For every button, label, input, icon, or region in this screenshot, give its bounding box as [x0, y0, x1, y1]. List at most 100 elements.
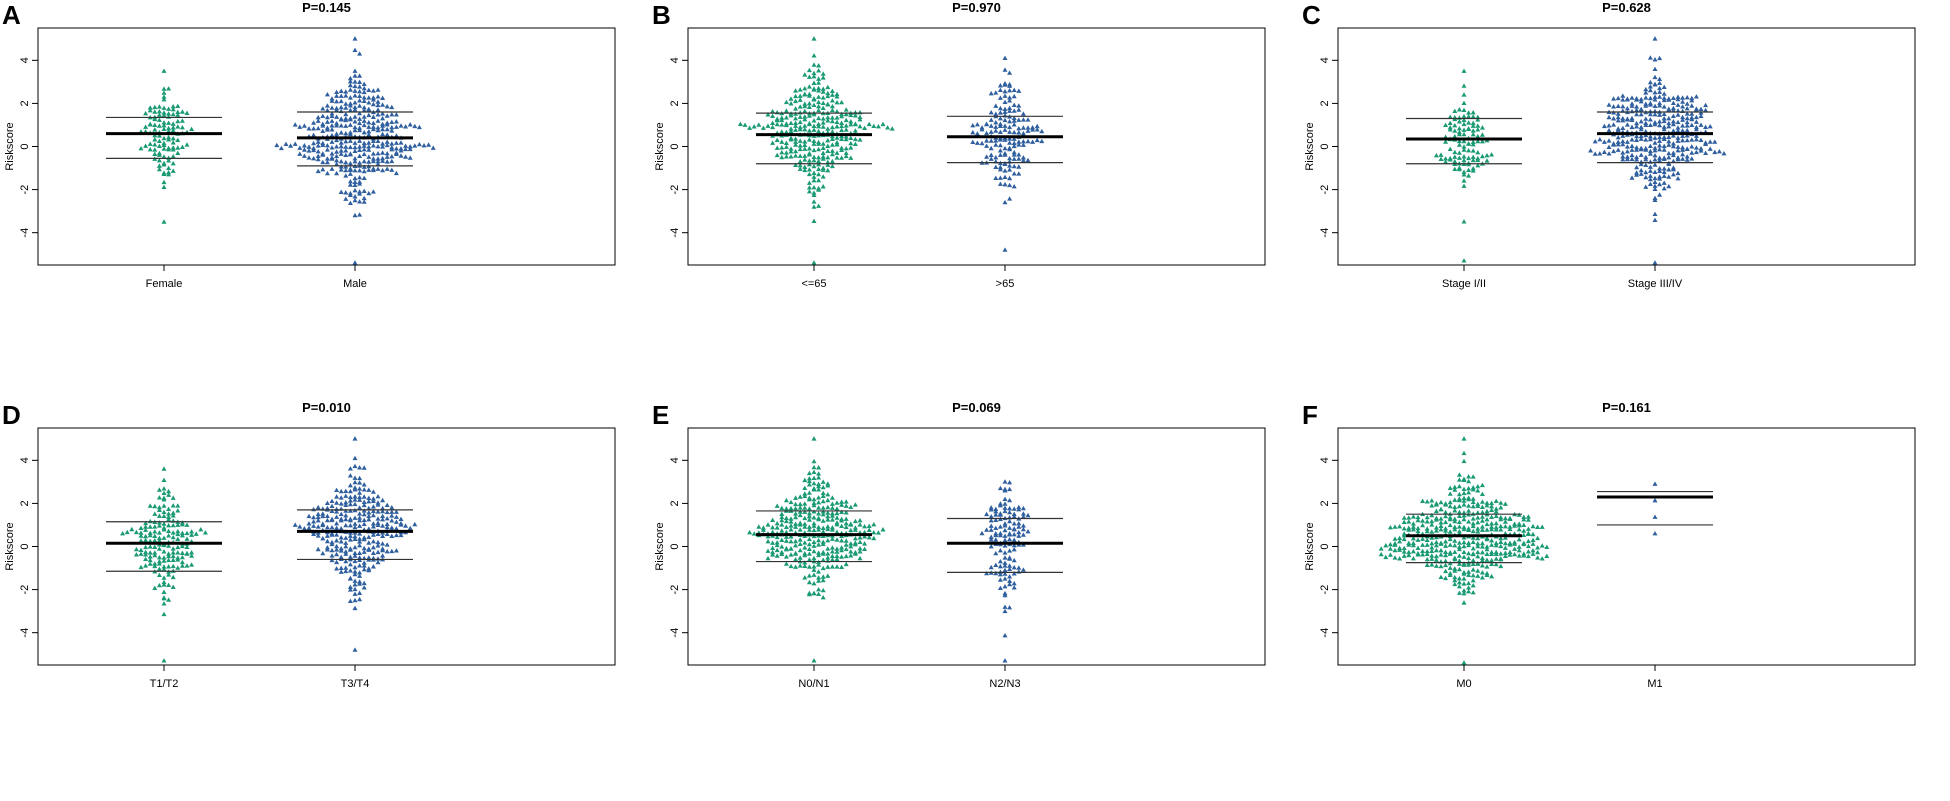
data-point: [347, 523, 353, 528]
data-point: [839, 113, 845, 119]
data-point: [1693, 133, 1699, 138]
data-point: [1447, 536, 1453, 542]
data-point: [806, 557, 812, 562]
data-point: [829, 129, 835, 134]
data-point: [843, 153, 849, 159]
data-point: [393, 146, 399, 151]
data-point: [811, 543, 817, 548]
data-point: [315, 125, 321, 131]
data-point: [1535, 535, 1541, 541]
data-point: [352, 140, 358, 145]
data-point: [825, 154, 831, 160]
data-point: [1661, 95, 1667, 100]
data-point: [779, 511, 785, 516]
data-point: [1461, 92, 1467, 97]
data-point: [1461, 513, 1467, 518]
data-point: [829, 513, 835, 518]
data-point: [857, 522, 863, 527]
data-point: [1684, 133, 1690, 138]
data-point: [334, 120, 340, 126]
data-point: [816, 85, 822, 91]
data-point: [1456, 496, 1462, 501]
data-point: [811, 204, 817, 209]
data-point: [871, 123, 877, 129]
y-tick-label: 2: [669, 500, 681, 506]
data-point: [802, 116, 808, 122]
data-point: [1670, 100, 1676, 106]
data-point: [1429, 529, 1435, 534]
data-point: [1461, 178, 1467, 183]
data-point: [1479, 509, 1485, 515]
data-point: [170, 522, 176, 528]
data-point: [156, 104, 162, 109]
data-point: [1447, 491, 1453, 496]
data-point: [338, 151, 344, 156]
data-point: [370, 166, 376, 171]
data-point: [871, 535, 877, 541]
data-point: [366, 546, 372, 551]
data-point: [1680, 137, 1686, 143]
data-point: [806, 84, 812, 89]
data-point: [380, 158, 386, 163]
data-point: [1470, 590, 1476, 595]
data-point: [1475, 155, 1481, 161]
data-point: [366, 513, 372, 519]
data-point: [120, 531, 126, 536]
data-point: [811, 184, 817, 190]
data-point: [1624, 139, 1630, 144]
data-point: [161, 94, 167, 99]
data-point: [816, 505, 822, 510]
data-point: [1016, 569, 1022, 574]
data-point: [993, 506, 999, 512]
data-point: [1647, 84, 1653, 89]
data-point: [334, 98, 340, 104]
data-point: [315, 156, 321, 162]
data-point: [1438, 516, 1444, 521]
data-point: [352, 501, 358, 507]
data-point: [184, 522, 190, 527]
data-point: [1684, 123, 1690, 128]
data-point: [156, 538, 162, 543]
data-point: [843, 123, 849, 128]
chart-title: P=0.161: [1602, 400, 1651, 415]
data-point: [347, 488, 353, 494]
data-point: [811, 174, 817, 179]
data-point: [1638, 126, 1644, 132]
data-point: [1484, 516, 1490, 522]
data-point: [161, 558, 167, 563]
data-point: [848, 135, 854, 141]
data-point: [175, 550, 181, 555]
data-point: [783, 99, 789, 105]
data-point: [161, 120, 167, 125]
data-point: [338, 565, 344, 571]
data-point: [1461, 117, 1467, 122]
data-point: [1443, 552, 1449, 558]
data-point: [839, 127, 845, 133]
data-point: [297, 524, 303, 529]
data-point: [1479, 125, 1485, 130]
data-point: [389, 509, 395, 514]
data-point: [384, 521, 390, 526]
data-point: [315, 511, 321, 517]
data-point: [430, 145, 436, 150]
data-point: [774, 547, 780, 553]
data-point: [361, 494, 367, 499]
data-point: [993, 537, 999, 542]
data-point: [1652, 111, 1658, 117]
y-tick-label: -4: [669, 628, 681, 638]
data-point: [1643, 95, 1649, 100]
data-point: [338, 88, 344, 93]
data-point: [820, 184, 826, 189]
data-point: [357, 51, 363, 56]
data-point: [751, 124, 757, 129]
data-point: [338, 569, 344, 574]
data-point: [343, 131, 349, 136]
data-point: [1601, 123, 1607, 129]
data-point: [1657, 155, 1663, 160]
data-point: [1011, 531, 1017, 537]
data-point: [852, 525, 858, 530]
data-point: [1629, 147, 1635, 152]
data-point: [366, 167, 372, 172]
data-point: [1011, 152, 1017, 157]
data-point: [825, 504, 831, 510]
